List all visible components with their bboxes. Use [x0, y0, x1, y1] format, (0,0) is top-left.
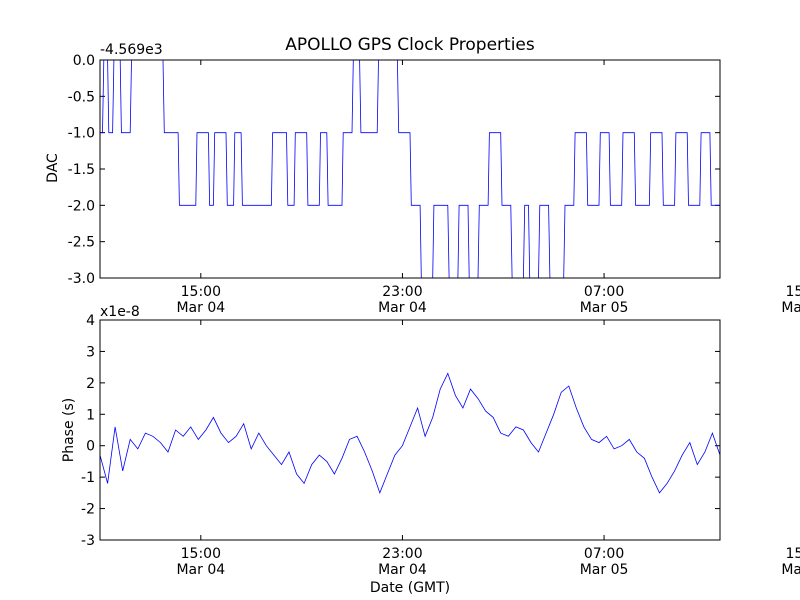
- dac-x-tick-date: Mar 04: [378, 300, 427, 316]
- phase-x-tick-time: 15:00: [786, 546, 800, 562]
- dac-offset-label: -4.569e3: [100, 42, 163, 58]
- dac-plot-border: [99, 59, 721, 279]
- dac-y-tick-label: -1.5: [68, 162, 95, 178]
- x-axis-label: Date (GMT): [370, 580, 450, 596]
- dac-y-tick-label: 0.0: [73, 53, 95, 69]
- phase-plot-frame: [99, 319, 721, 541]
- phase-y-tick-label: -2: [81, 502, 95, 518]
- phase-x-tick-date: Mar 05: [580, 562, 629, 578]
- phase-y-tick-label: -1: [81, 470, 95, 486]
- dac-x-tick-date: Mar 05: [580, 300, 629, 316]
- dac-x-tick-time: 07:00: [584, 284, 624, 300]
- phase-y-tick-label: 0: [86, 439, 95, 455]
- dac-plot-frame: [99, 59, 721, 279]
- dac-y-tick-label: -2.5: [68, 235, 95, 251]
- dac-x-tick-time: 23:00: [382, 284, 422, 300]
- dac-y-tick-label: -0.5: [68, 89, 95, 105]
- phase-offset-label: x1e-8: [100, 304, 140, 320]
- dac-x-tick-time: 15:00: [181, 284, 221, 300]
- phase-x-tick-date: Mar 04: [176, 562, 225, 578]
- dac-panel: APOLLO GPS Clock Properties -4.569e3 DAC…: [45, 35, 800, 316]
- phase-axis-label: Phase (s): [61, 398, 77, 462]
- phase-y-tick-label: 2: [86, 376, 95, 392]
- dac-x-tick-date: Mar 05: [781, 300, 800, 316]
- dac-series-line: [100, 60, 720, 278]
- phase-y-tick-label: 4: [86, 313, 95, 329]
- chart-title: APOLLO GPS Clock Properties: [285, 35, 535, 55]
- dac-y-tick-label: -3.0: [68, 271, 95, 287]
- phase-x-tick-date: Mar 05: [781, 562, 800, 578]
- dac-y-tick-label: -2.0: [68, 198, 95, 214]
- phase-x-tick-time: 23:00: [382, 546, 422, 562]
- phase-x-tick-date: Mar 04: [378, 562, 427, 578]
- phase-y-tick-label: 3: [86, 344, 95, 360]
- dac-axis-label: DAC: [45, 153, 61, 183]
- phase-x-tick-time: 07:00: [584, 546, 624, 562]
- dac-y-tick-label: -1.0: [68, 126, 95, 142]
- phase-y-tick-label: 1: [86, 407, 95, 423]
- dac-x-tick-date: Mar 04: [176, 300, 225, 316]
- phase-series-line: [100, 372, 720, 495]
- phase-x-tick-time: 15:00: [181, 546, 221, 562]
- phase-y-tick-label: -3: [81, 533, 95, 549]
- phase-plot-border: [99, 319, 721, 541]
- phase-panel: x1e-8 Phase (s) Date (GMT) 4 3 2 1 0 -1 -2 -3 15…: [61, 304, 800, 596]
- dac-x-tick-time: 15:00: [786, 284, 800, 300]
